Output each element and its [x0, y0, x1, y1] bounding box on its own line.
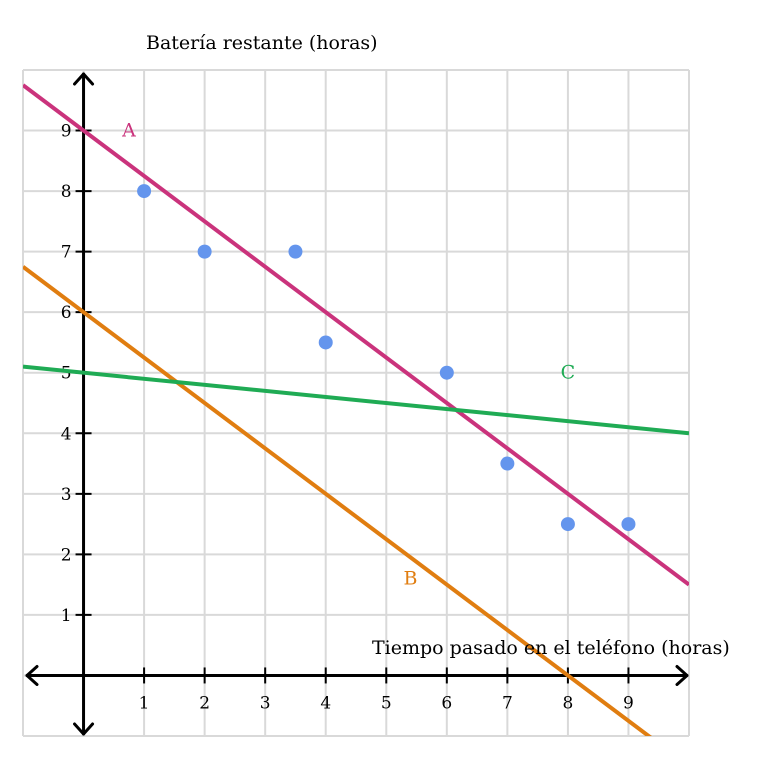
fit-lines [23, 83, 689, 736]
data-point [560, 517, 575, 532]
y-ticks: 1 2 3 4 5 6 7 8 9 [61, 122, 92, 626]
fit-line-a [23, 83, 689, 587]
line-label-b: B [404, 568, 418, 590]
x-axis-arrow-right [675, 664, 689, 686]
data-point [439, 365, 454, 380]
y-tick-label: 4 [61, 424, 72, 444]
y-tick-label: 7 [61, 243, 72, 263]
data-point [137, 184, 152, 199]
y-tick-label: 5 [61, 364, 72, 384]
fit-line-b [23, 265, 652, 736]
y-tick-label: 9 [61, 122, 72, 142]
x-tick-label: 1 [139, 693, 150, 713]
y-tick-label: 6 [61, 303, 72, 323]
y-tick-label: 8 [61, 182, 72, 202]
axes [25, 72, 689, 736]
data-point [197, 244, 212, 259]
fit-line-c [23, 364, 689, 436]
line-labels: A B C [121, 120, 575, 590]
x-tick-label: 9 [623, 693, 634, 713]
x-tick-label: 2 [199, 693, 210, 713]
x-axis-label: Tiempo pasado en el teléfono (horas) [372, 637, 730, 659]
x-tick-label: 8 [562, 693, 573, 713]
x-tick-label: 5 [381, 693, 392, 713]
data-point [288, 244, 303, 259]
x-tick-label: 7 [502, 693, 513, 713]
y-axis-arrow-up [73, 72, 95, 86]
data-points [137, 184, 636, 532]
x-ticks: 1 2 3 4 5 6 7 8 9 [139, 667, 634, 713]
data-point [621, 517, 636, 532]
data-point [318, 335, 333, 350]
y-tick-label: 3 [61, 485, 72, 505]
line-label-a: A [121, 120, 136, 142]
y-tick-label: 1 [61, 606, 72, 626]
x-tick-label: 3 [260, 693, 271, 713]
line-label-c: C [561, 362, 576, 384]
data-point [500, 456, 515, 471]
x-tick-label: 6 [441, 693, 452, 713]
x-tick-label: 4 [320, 693, 331, 713]
y-axis-label: Batería restante (horas) [146, 32, 378, 54]
y-axis-arrow-down [73, 722, 95, 736]
x-axis-arrow-left [25, 664, 39, 686]
y-tick-label: 2 [61, 545, 72, 565]
